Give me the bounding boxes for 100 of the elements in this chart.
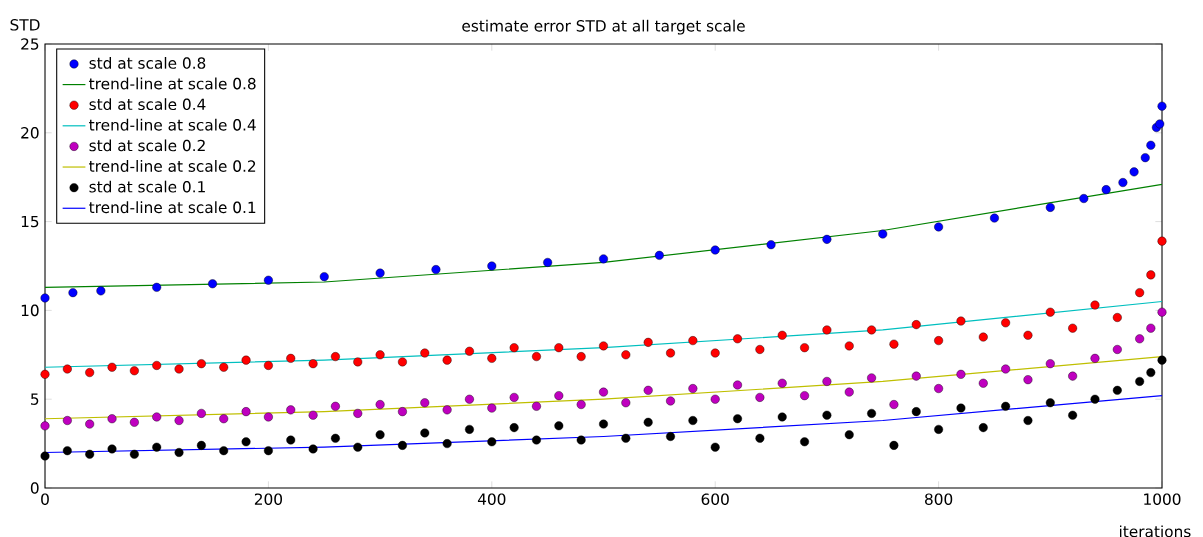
point [666, 432, 675, 441]
point [1157, 307, 1167, 317]
point [129, 449, 139, 459]
point [844, 430, 854, 440]
y-tick-label: 0 [30, 482, 39, 494]
point [208, 279, 218, 289]
point [397, 440, 407, 450]
point [688, 416, 698, 425]
point [152, 412, 162, 422]
point [62, 364, 72, 374]
point [599, 419, 608, 429]
point [152, 282, 162, 292]
point [219, 362, 229, 372]
point [330, 401, 340, 411]
point [554, 421, 564, 431]
point [1112, 313, 1122, 322]
point [375, 430, 385, 440]
point [1045, 307, 1055, 317]
point [666, 396, 675, 406]
point [978, 423, 988, 433]
point [755, 433, 765, 443]
point [1135, 334, 1145, 344]
legend-label: trend-line at scale 0.4 [89, 118, 256, 131]
point [1079, 194, 1089, 203]
point [688, 384, 698, 394]
point [889, 440, 899, 450]
point [1157, 236, 1167, 246]
point [844, 341, 854, 351]
point [442, 355, 452, 365]
point [554, 343, 564, 353]
point [40, 451, 50, 461]
x-tick-label: 200 [254, 493, 283, 505]
point [1146, 140, 1156, 150]
point [822, 325, 832, 335]
point [129, 366, 139, 376]
point [487, 261, 497, 271]
point [766, 240, 776, 250]
point [733, 380, 743, 390]
legend-label: std at scale 0.8 [89, 56, 206, 69]
point [576, 435, 586, 445]
point [509, 423, 519, 433]
point [40, 293, 50, 303]
point [755, 392, 765, 402]
point [196, 359, 206, 369]
point [397, 407, 407, 417]
point [196, 440, 206, 450]
point [1023, 416, 1033, 425]
point [465, 346, 474, 356]
point [263, 412, 273, 422]
point [420, 428, 430, 438]
point [934, 424, 944, 434]
point [107, 444, 117, 454]
point [68, 288, 78, 298]
x-axis-title: iterations [1119, 525, 1191, 537]
point [1068, 410, 1078, 420]
point [1146, 368, 1156, 378]
point [1001, 318, 1011, 328]
point [353, 357, 363, 367]
point [465, 394, 474, 404]
point [867, 408, 877, 418]
point [777, 330, 787, 340]
point [263, 275, 273, 285]
point [1157, 101, 1167, 111]
point [96, 286, 106, 296]
point [1090, 300, 1100, 310]
point [1112, 345, 1122, 354]
point [1090, 353, 1100, 363]
point [319, 272, 329, 282]
point [241, 437, 251, 447]
point [956, 316, 966, 326]
point [867, 373, 877, 383]
point [241, 407, 251, 417]
point [800, 391, 810, 401]
point [1068, 371, 1078, 381]
point [643, 385, 653, 395]
point [844, 387, 854, 397]
point [710, 245, 720, 255]
point [1155, 119, 1165, 129]
point [375, 350, 385, 360]
point [755, 345, 765, 354]
point [934, 384, 944, 394]
point [878, 229, 888, 239]
point [375, 268, 385, 278]
point [822, 234, 832, 244]
point [576, 400, 586, 409]
point [1140, 153, 1150, 163]
point [431, 265, 441, 275]
point [375, 400, 385, 409]
point [643, 417, 653, 427]
x-tick-label: 1000 [1144, 493, 1181, 505]
point [1146, 323, 1156, 333]
chart-title: estimate error STD at all target scale [462, 19, 745, 35]
point [576, 352, 586, 362]
point [1129, 167, 1139, 177]
point [286, 435, 296, 445]
point [330, 433, 340, 443]
point [308, 410, 318, 420]
point [509, 343, 519, 353]
point [1045, 202, 1055, 212]
point [1001, 401, 1011, 411]
